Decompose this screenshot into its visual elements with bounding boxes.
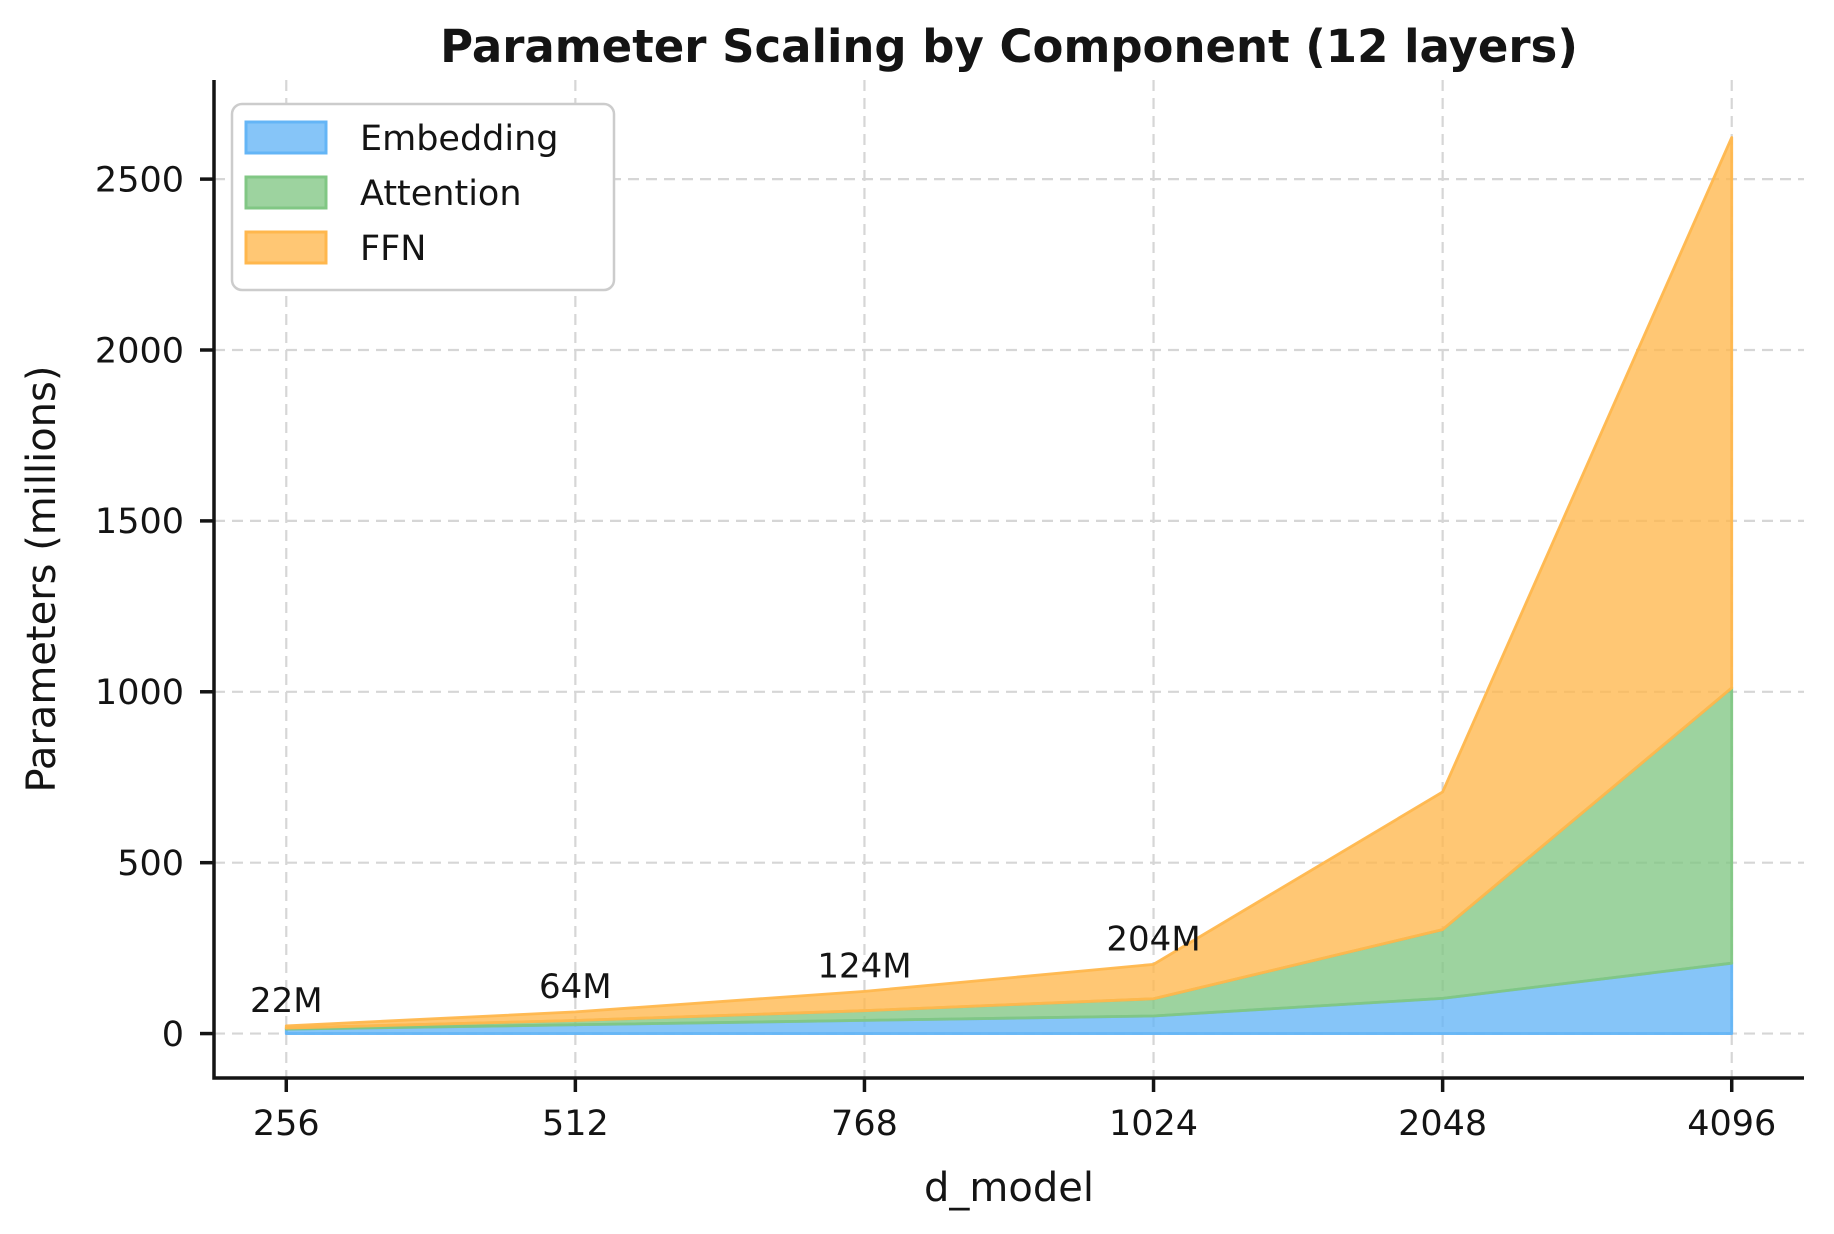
legend-label-embedding: Embedding [360, 119, 559, 159]
y-tick-label-2500: 2500 [95, 160, 184, 200]
legend-label-attention: Attention [360, 174, 522, 214]
legend-swatch-ffn [244, 230, 328, 265]
annotation-22M: 22M [250, 981, 323, 1021]
legend: Embedding Attention FFN [230, 102, 616, 292]
x-tick-label-1024: 1024 [1109, 1104, 1198, 1144]
legend-label-ffn: FFN [360, 229, 426, 269]
x-tick-label-256: 256 [253, 1104, 320, 1144]
legend-swatch-attention [244, 175, 328, 210]
y-tick-label-500: 500 [117, 844, 184, 884]
axis-spines [212, 80, 1804, 1080]
x-tick-label-768: 768 [831, 1104, 898, 1144]
x-tick-label-4096: 4096 [1687, 1104, 1776, 1144]
y-tick-label-1500: 1500 [95, 502, 184, 542]
y-tick-label-0: 0 [162, 1015, 184, 1055]
x-axis-label: d_model [924, 1165, 1094, 1211]
annotation-204M: 204M [1106, 919, 1200, 959]
annotation-64M: 64M [539, 967, 612, 1007]
y-axis-label: Parameters (millions) [19, 366, 65, 793]
legend-swatch-embedding [244, 120, 328, 155]
annotations: 22M 64M 124M 204M [250, 919, 1201, 1021]
y-tick-label-1000: 1000 [95, 673, 184, 713]
y-tick-label-2000: 2000 [95, 331, 184, 371]
axes: 0 500 1000 1500 2000 2500 256 512 768 1024 2048 409… [95, 80, 1804, 1144]
chart-title: Parameter Scaling by Component (12 layer… [440, 20, 1578, 73]
x-tick-label-512: 512 [542, 1104, 609, 1144]
area-ffn [284, 136, 1734, 1030]
annotation-124M: 124M [817, 946, 911, 986]
x-tick-label-2048: 2048 [1398, 1104, 1487, 1144]
area-series [284, 136, 1734, 1035]
